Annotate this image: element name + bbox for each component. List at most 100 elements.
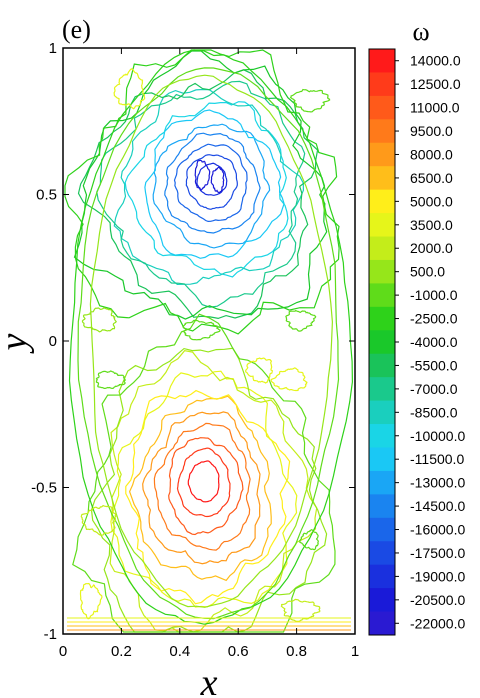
colorbar-swatch: [369, 213, 395, 238]
contour-positive: [109, 350, 318, 633]
contour-negative: [73, 50, 328, 320]
colorbar-level-label: 12500.0: [410, 76, 461, 92]
contour-island: [244, 357, 274, 384]
y-tick-label: 0: [49, 333, 57, 350]
colorbar-swatch: [369, 166, 395, 191]
colorbar-swatch: [369, 259, 395, 284]
contour-island: [298, 529, 319, 551]
contour-negative-core: [194, 159, 211, 191]
colorbar-swatch: [369, 470, 395, 495]
contour-island: [182, 319, 221, 341]
colorbar-level-label: -19000.0: [410, 568, 465, 584]
contour-island: [95, 370, 127, 390]
contour-negative: [196, 162, 228, 196]
contour-positive: [72, 313, 336, 633]
colorbar-level-label: -17500.0: [410, 545, 465, 561]
plot-frame: [62, 47, 356, 635]
contour-island: [270, 367, 308, 392]
colorbar-swatch: [369, 517, 395, 542]
colorbar-swatch: [369, 494, 395, 519]
colorbar-swatch: [369, 447, 395, 472]
x-tick-label: 0.4: [169, 643, 190, 660]
contour-positive: [128, 395, 272, 582]
contour-positive: [187, 460, 220, 503]
contour-island: [285, 309, 317, 332]
colorbar-level-label: -4000.0: [410, 334, 458, 350]
colorbar-swatch: [369, 306, 395, 331]
contour-outer: [89, 74, 334, 608]
colorbar-level-label: 2000.0: [410, 240, 453, 256]
colorbar-level-label: -13000.0: [410, 475, 465, 491]
panel-label: (e): [62, 15, 91, 44]
contour-lines: [64, 49, 354, 633]
colorbar-swatch: [369, 353, 395, 378]
contour-positive: [142, 411, 261, 565]
y-axis-ticks: -1 -0.5 0 0.5 1: [31, 40, 355, 643]
colorbar-level-label: -7000.0: [410, 381, 458, 397]
x-axis-ticks: 0 0.2 0.4 0.6 0.8 1: [59, 48, 359, 660]
colorbar-swatch: [369, 330, 395, 355]
colorbar-swatch: [369, 541, 395, 566]
colorbar-swatch: [369, 400, 395, 425]
y-tick-label: -0.5: [31, 480, 57, 497]
y-axis-label: y: [0, 333, 35, 354]
contour-negative: [113, 88, 305, 286]
contour-negative: [144, 109, 285, 259]
colorbar-level-label: 8000.0: [410, 146, 453, 162]
colorbar-swatch: [369, 588, 395, 613]
colorbar-level-label: -10000.0: [410, 428, 465, 444]
colorbar-swatch: [369, 283, 395, 308]
colorbar-level-label: -14500.0: [410, 498, 465, 514]
colorbar-level-label: -1000.0: [410, 287, 458, 303]
colorbar-level-label: -20500.0: [410, 592, 465, 608]
colorbar-swatch: [369, 95, 395, 120]
contour-island: [79, 582, 103, 620]
colorbar-swatch: [369, 424, 395, 448]
contour-negative: [185, 154, 238, 210]
colorbar-swatch: [369, 611, 395, 636]
colorbar-swatch: [369, 189, 395, 214]
colorbar: 14000.0 12500.0 11000.0 9500.0 8000.0 6500.0 5…: [368, 48, 465, 636]
colorbar-swatch: [369, 564, 395, 589]
colorbar-level-label: -8500.0: [410, 404, 458, 420]
colorbar-swatch: [369, 72, 395, 97]
y-tick-label: 0.5: [36, 187, 57, 204]
colorbar-swatch: [369, 377, 395, 402]
colorbar-level-label: 500.0: [410, 264, 445, 280]
colorbar-swatch: [369, 142, 395, 167]
contour-island: [289, 88, 331, 113]
colorbar-level-label: -16000.0: [410, 522, 465, 538]
colorbar-level-label: 9500.0: [410, 123, 453, 139]
colorbar-level-label: -22000.0: [410, 615, 465, 631]
colorbar-level-label: 5000.0: [410, 193, 453, 209]
x-axis-label: x: [200, 662, 218, 698]
colorbar-level-label: 6500.0: [410, 170, 453, 186]
y-tick-label: 1: [49, 40, 57, 57]
colorbar-title: ω: [412, 17, 429, 46]
contour-negative: [124, 101, 289, 278]
contour-positive: [110, 370, 298, 608]
x-tick-label: 0.8: [286, 643, 307, 660]
contour-outer: [68, 49, 354, 625]
contour-negative: [77, 69, 319, 320]
contour-island: [81, 307, 117, 333]
x-tick-label: 0.6: [228, 643, 249, 660]
contour-negative: [164, 132, 261, 234]
contour-negative: [173, 143, 248, 223]
contour-island: [113, 68, 146, 110]
contour-positive: [153, 422, 251, 551]
colorbar-level-label: 3500.0: [410, 217, 453, 233]
x-tick-label: 0.2: [111, 643, 132, 660]
colorbar-frame: [368, 48, 396, 636]
colorbar-level-label: -5500.0: [410, 357, 458, 373]
colorbar-swatch: [369, 236, 395, 261]
x-tick-label: 1: [351, 643, 359, 660]
y-tick-label: -1: [44, 626, 57, 643]
contour-negative-core: [210, 166, 225, 194]
contour-positive: [176, 447, 231, 518]
colorbar-level-label: -11500.0: [410, 451, 464, 467]
contour-island: [80, 504, 117, 536]
colorbar-swatch: [369, 49, 395, 73]
colorbar-swatch: [369, 119, 395, 144]
